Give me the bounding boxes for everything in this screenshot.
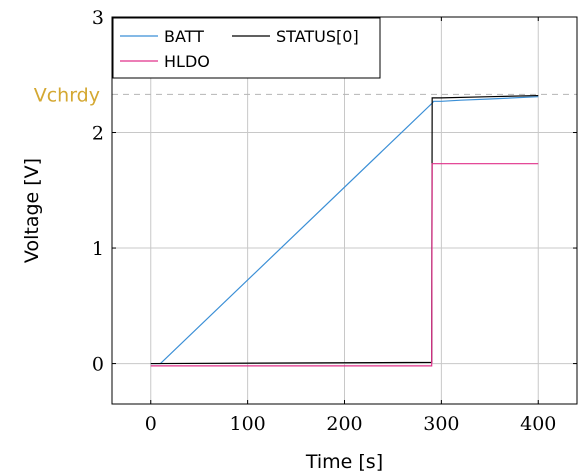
legend-label-2: HLDO bbox=[164, 52, 210, 71]
series-line-2 bbox=[150, 163, 539, 367]
y-tick-label-1: 1 bbox=[92, 238, 104, 260]
x-tick-label-0: 0 bbox=[145, 413, 157, 435]
x-axis-label: Time [s] bbox=[305, 451, 383, 473]
annotations: Vchrdy bbox=[34, 84, 577, 106]
x-tick-label-100: 100 bbox=[229, 413, 265, 435]
series-line-1 bbox=[150, 94, 539, 365]
legend-label-1: STATUS[0] bbox=[276, 27, 359, 46]
x-tick-label-200: 200 bbox=[326, 413, 362, 435]
legend-box bbox=[112, 17, 381, 79]
y-tick-label-0: 0 bbox=[92, 354, 104, 376]
legend-label-0: BATT bbox=[164, 27, 204, 46]
y-tick-label-3: 3 bbox=[92, 7, 104, 29]
y-axis-label: Voltage [V] bbox=[21, 158, 43, 263]
y-tick-label-2: 2 bbox=[92, 123, 104, 145]
x-tick-label-300: 300 bbox=[423, 413, 459, 435]
series-lines bbox=[150, 94, 539, 367]
x-tick-label-400: 400 bbox=[520, 413, 556, 435]
annotation-label-0: Vchrdy bbox=[34, 84, 100, 106]
legend: BATT STATUS[0] HLDO bbox=[112, 17, 381, 79]
series-line-0 bbox=[150, 96, 539, 365]
